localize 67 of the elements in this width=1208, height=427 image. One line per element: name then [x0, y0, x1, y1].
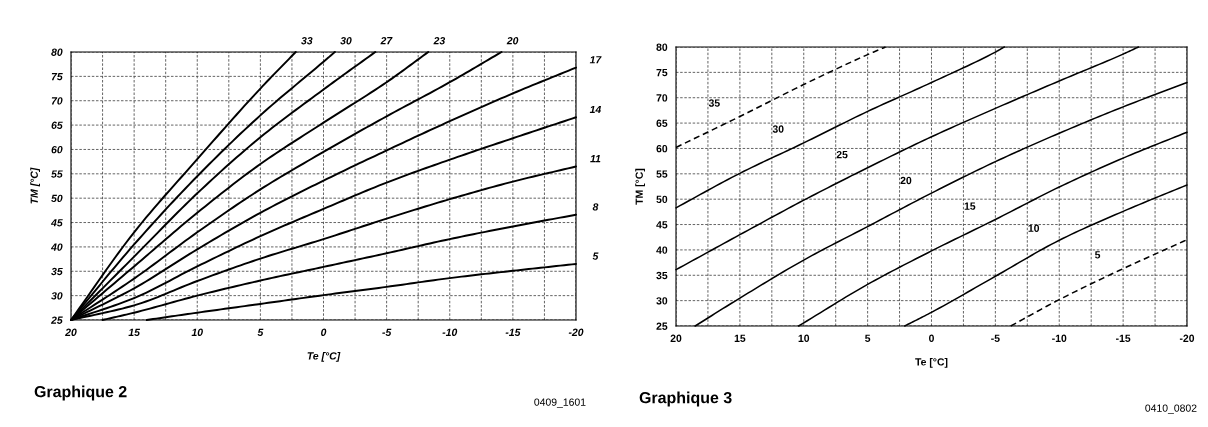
y-axis-title: TM [°C] [635, 168, 645, 205]
x-tick-label: 5 [257, 328, 264, 336]
y-tick-label: 80 [51, 48, 63, 56]
series-label: 11 [590, 155, 601, 163]
series-label: 8 [592, 203, 599, 211]
series-label: 14 [589, 105, 602, 114]
x-tick-label: 10 [191, 328, 203, 336]
x-tick-label: 5 [865, 334, 871, 342]
x-tick-label: 15 [128, 328, 141, 336]
y-tick-label: 60 [656, 144, 668, 153]
y-tick-label: 65 [656, 119, 668, 127]
series-label: 17 [589, 56, 602, 64]
y-tick-label: 40 [50, 243, 63, 251]
x-tick-label: -20 [1179, 334, 1195, 342]
y-tick-label: 45 [656, 221, 668, 229]
x-tick-label: 10 [798, 334, 810, 342]
y-tick-label: 35 [656, 271, 668, 280]
series-label: 30 [340, 37, 352, 45]
x-tick-label: -15 [505, 328, 521, 336]
x-tick-label: -5 [991, 334, 1000, 342]
series-label: 23 [433, 37, 446, 45]
series-label: 20 [506, 37, 519, 45]
y-tick-label: 30 [656, 297, 668, 305]
y-tick-label: 55 [656, 170, 668, 178]
text: Graphique 2 [34, 385, 127, 401]
y-tick-label: 60 [51, 145, 63, 154]
x-axis-title: Te [°C] [307, 351, 341, 362]
x-tick-label: -5 [382, 328, 392, 336]
series-label: 35 [708, 99, 720, 107]
y-tick-label: 70 [656, 94, 668, 102]
y-tick-label: 25 [656, 322, 668, 330]
y-tick-label: 75 [656, 68, 668, 77]
text: 0410_0802 [1145, 404, 1197, 414]
x-tick-label: 20 [670, 334, 682, 342]
y-tick-label: 40 [656, 246, 668, 254]
series-label: 33 [301, 37, 313, 45]
x-tick-label: 0 [929, 334, 934, 342]
series-label: 15 [964, 202, 976, 210]
text: Graphique 3 [639, 391, 732, 407]
y-tick-label: 35 [51, 267, 63, 276]
series-label: 30 [772, 125, 784, 133]
series-label: 5 [592, 252, 599, 260]
series-label: 5 [1095, 251, 1101, 259]
x-axis-title: Te [°C] [915, 357, 948, 368]
y-tick-label: 25 [50, 316, 63, 324]
x-tick-label: 20 [65, 328, 77, 336]
y-tick-label: 55 [51, 170, 63, 178]
y-tick-label: 45 [50, 219, 63, 227]
y-tick-label: 80 [656, 43, 668, 51]
x-tick-label: -10 [442, 328, 458, 336]
y-tick-label: 70 [51, 97, 63, 105]
series-label: 25 [836, 150, 848, 159]
y-tick-label: 50 [656, 195, 668, 204]
series-label: 27 [380, 37, 393, 45]
x-tick-label: 0 [321, 328, 327, 336]
x-tick-label: 15 [734, 334, 746, 342]
y-axis-title: TM [°C] [30, 167, 40, 204]
x-tick-label: -15 [1116, 334, 1131, 342]
y-tick-label: 30 [51, 292, 63, 300]
y-tick-label: 65 [51, 121, 63, 129]
y-tick-label: 75 [51, 72, 63, 81]
text: 0409_1601 [534, 398, 586, 408]
series-label: 20 [900, 176, 912, 185]
y-tick-label: 50 [51, 194, 63, 203]
x-tick-label: -10 [1052, 334, 1067, 342]
x-tick-label: -20 [568, 328, 584, 336]
series-label: 10 [1028, 224, 1040, 232]
